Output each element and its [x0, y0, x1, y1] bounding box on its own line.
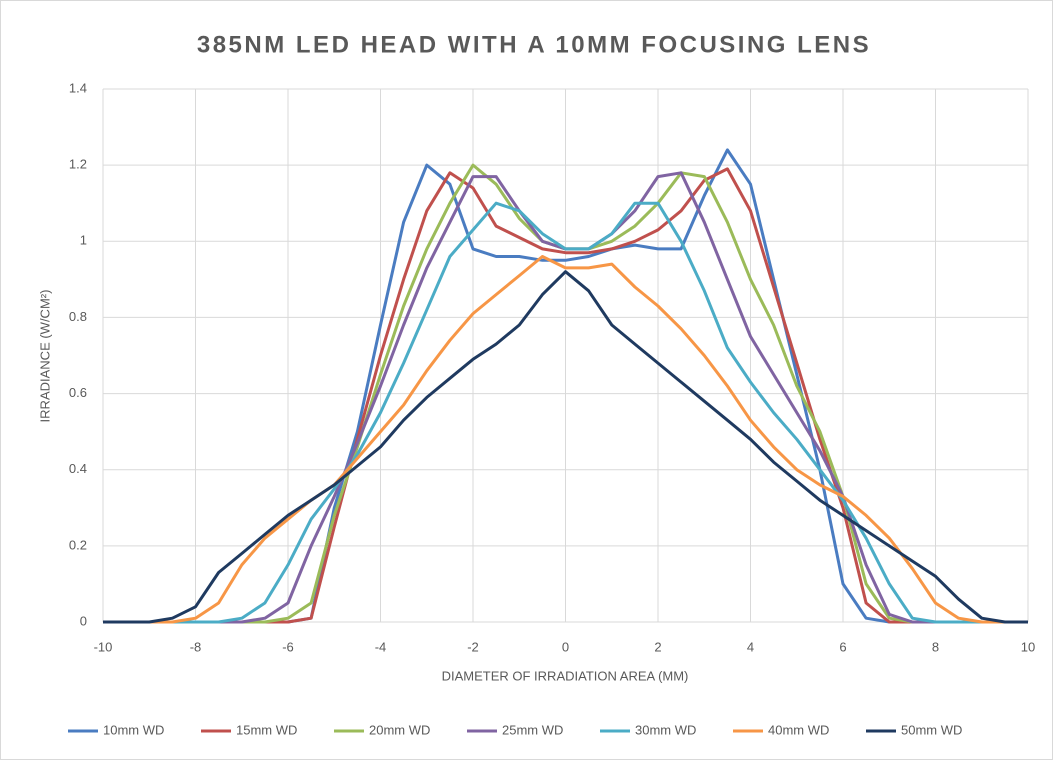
x-tick-label: -8: [190, 639, 202, 654]
x-tick-label: 6: [839, 639, 846, 654]
x-tick-label: 4: [747, 639, 754, 654]
x-tick-label: -2: [467, 639, 479, 654]
x-tick-label: 0: [562, 639, 569, 654]
legend-label: 30mm WD: [635, 722, 696, 737]
series-line: [103, 270, 1028, 624]
x-tick-label: -6: [282, 639, 294, 654]
y-tick-label: 1.4: [69, 80, 87, 95]
y-tick-label: 1.2: [69, 157, 87, 172]
y-axis-label: IRRADIANCE (W/CM²): [37, 290, 52, 423]
x-tick-label: 2: [654, 639, 661, 654]
x-tick-label: -4: [375, 639, 387, 654]
legend-label: 10mm WD: [103, 722, 164, 737]
legend-label: 25mm WD: [502, 722, 563, 737]
legend-label: 50mm WD: [901, 722, 962, 737]
chart-title: 385NM LED HEAD WITH A 10MM FOCUSING LENS: [197, 31, 871, 58]
x-tick-label: -10: [94, 639, 113, 654]
y-tick-label: 0.6: [69, 385, 87, 400]
legend-label: 40mm WD: [768, 722, 829, 737]
x-tick-label: 8: [932, 639, 939, 654]
y-tick-label: 0.8: [69, 309, 87, 324]
x-axis-label: DIAMETER OF IRRADIATION AREA (MM): [442, 668, 689, 683]
x-tick-label: 10: [1021, 639, 1035, 654]
series-line: [103, 255, 1028, 624]
legend-label: 15mm WD: [236, 722, 297, 737]
y-tick-label: 0.4: [69, 461, 87, 476]
y-tick-label: 0.2: [69, 537, 87, 552]
y-tick-label: 0: [80, 613, 87, 628]
legend-label: 20mm WD: [369, 722, 430, 737]
series-line: [103, 201, 1028, 624]
y-tick-label: 1: [80, 233, 87, 248]
